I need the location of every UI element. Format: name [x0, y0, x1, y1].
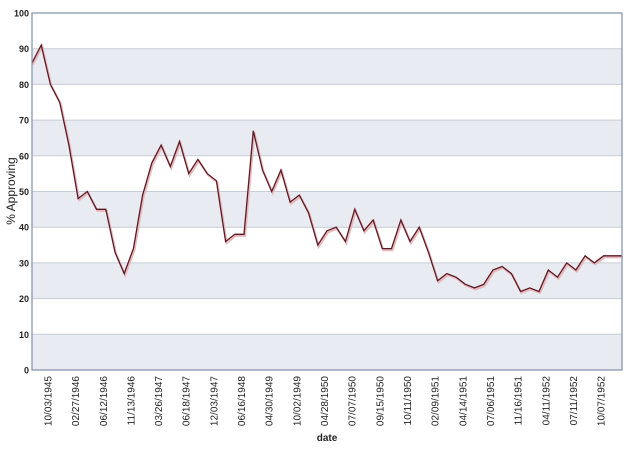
x-tick-label: 06/12/1946 — [99, 376, 110, 426]
x-tick-label: 02/09/1951 — [431, 376, 442, 426]
x-tick-label: 10/02/1949 — [292, 376, 303, 426]
grid-band — [32, 120, 622, 156]
grid-band — [32, 84, 622, 121]
x-tick-label: 12/03/1947 — [209, 376, 220, 426]
grid-band — [32, 262, 622, 299]
x-tick-label: 10/03/1945 — [43, 376, 54, 426]
x-axis-label: date — [317, 433, 338, 444]
grid-band — [32, 334, 622, 370]
x-tick-label: 10/07/1952 — [597, 376, 608, 426]
series-line-shadow — [32, 43, 623, 295]
y-tick-label: 30 — [19, 258, 29, 268]
y-tick-label: 60 — [19, 151, 29, 161]
y-tick-label: 50 — [19, 187, 29, 197]
y-tick-label: 70 — [19, 116, 29, 126]
y-tick-label: 80 — [19, 80, 29, 90]
grid-band — [32, 48, 622, 85]
x-tick-label: 04/14/1951 — [458, 376, 469, 426]
x-tick-label: 02/27/1946 — [71, 376, 82, 426]
grid-band — [32, 155, 622, 192]
x-tick-label: 07/11/1952 — [569, 376, 580, 426]
grid-band — [32, 13, 622, 49]
grid-band — [32, 191, 622, 228]
y-tick-label: 10 — [19, 330, 29, 340]
x-tick-label: 04/30/1949 — [265, 376, 276, 426]
x-tick-label: 04/11/1952 — [541, 376, 552, 426]
y-tick-label: 0 — [24, 366, 29, 376]
x-tick-label: 06/16/1948 — [237, 376, 248, 426]
y-axis-label: % Approving — [4, 157, 18, 224]
series-line — [31, 43, 622, 293]
x-tick-label: 11/16/1951 — [514, 376, 525, 426]
x-tick-label: 10/11/1950 — [403, 376, 414, 426]
plot-border — [31, 12, 623, 371]
x-tick-label: 07/06/1951 — [486, 376, 497, 426]
y-tick-label: 40 — [19, 223, 29, 233]
x-tick-label: 06/18/1947 — [182, 376, 193, 426]
y-tick-label: 90 — [19, 44, 29, 54]
grid-band — [32, 298, 622, 335]
y-tick-label: 100 — [14, 9, 29, 19]
x-tick-label: 07/07/1950 — [348, 376, 359, 426]
x-tick-label: 04/28/1950 — [320, 376, 331, 426]
x-tick-label: 03/26/1947 — [154, 376, 165, 426]
x-tick-label: 09/15/1950 — [375, 376, 386, 426]
y-tick-label: 20 — [19, 294, 29, 304]
x-tick-label: 11/13/1946 — [126, 376, 137, 426]
